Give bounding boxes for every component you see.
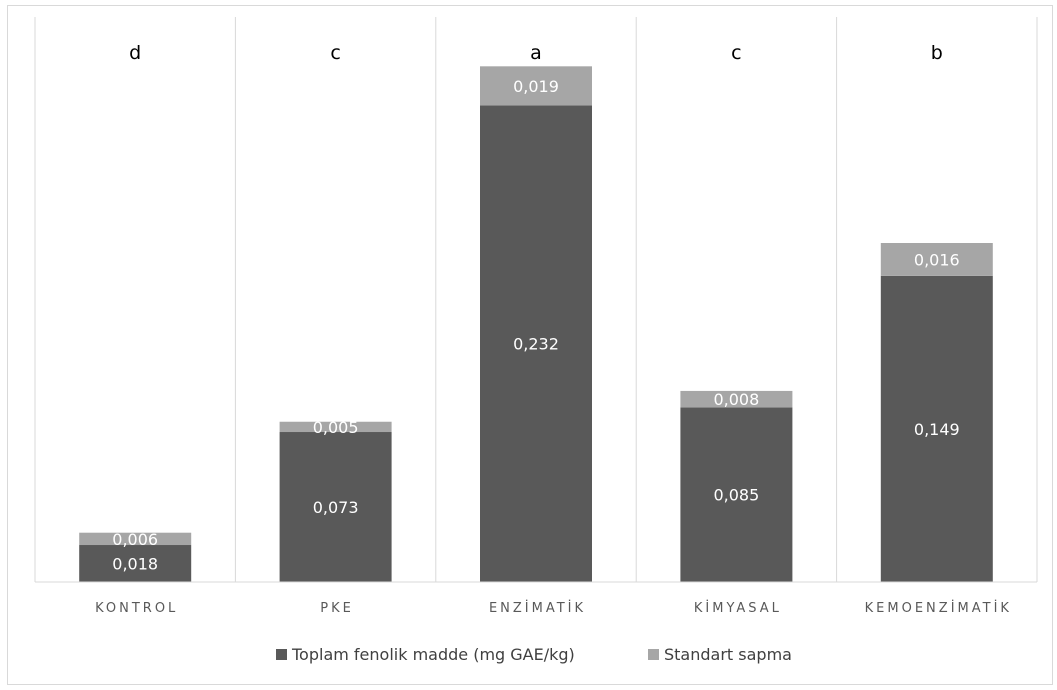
x-tick-label: KİMYASAL (694, 600, 782, 616)
data-label: 0,085 (713, 486, 759, 505)
significance-letter: c (330, 42, 340, 64)
bar-segment-standart-sapma (79, 532, 192, 546)
bar-segment-standart-sapma (279, 421, 392, 433)
x-tick-label: ENZİMATİK (489, 600, 586, 616)
legend-label: Standart sapma (664, 645, 792, 664)
bar-segment-standart-sapma (680, 390, 793, 408)
bars (79, 66, 993, 582)
bar-segment-toplam-fenolik (880, 275, 993, 582)
data-label: 0,008 (713, 390, 759, 409)
bar-segment-standart-sapma (480, 66, 592, 106)
legend: Toplam fenolik madde (mg GAE/kg) Standart… (276, 645, 792, 664)
data-label: 0,018 (112, 555, 158, 574)
data-labels: 0,018 0,006 0,073 0,005 0,232 0,019 0,085 0,008… (112, 77, 959, 574)
significance-letter: b (931, 42, 943, 64)
bar-segment-toplam-fenolik (279, 432, 392, 582)
x-tick-label: KEMOENZİMATİK (865, 600, 1012, 616)
data-label: 0,005 (313, 418, 359, 437)
data-label: 0,149 (914, 420, 960, 439)
x-tick-label: KONTROL (95, 601, 178, 616)
legend-label: Toplam fenolik madde (mg GAE/kg) (291, 645, 575, 664)
bar-segment-standart-sapma (880, 243, 993, 276)
grid-lines (34, 17, 1038, 582)
x-tick-label: PKE (320, 601, 354, 616)
bar-segment-toplam-fenolik (680, 407, 793, 582)
significance-letter: a (530, 42, 542, 64)
bar-segment-toplam-fenolik (79, 545, 192, 582)
bar-segment-toplam-fenolik (480, 105, 592, 582)
significance-letter: c (731, 42, 741, 64)
x-axis: KONTROL PKE ENZİMATİK KİMYASAL KEMOENZİMATİK (35, 581, 1037, 616)
data-label: 0,019 (513, 77, 559, 96)
chart-frame: 0,018 0,006 0,073 0,005 0,232 0,019 0,085 0,008… (7, 5, 1053, 685)
stacked-bar-chart: 0,018 0,006 0,073 0,005 0,232 0,019 0,085 0,008… (34, 17, 1038, 664)
data-label: 0,006 (112, 530, 158, 549)
legend-swatch (276, 649, 287, 660)
legend-swatch (648, 649, 659, 660)
significance-letter: d (129, 42, 141, 64)
data-label: 0,232 (513, 335, 559, 354)
data-label: 0,073 (313, 498, 359, 517)
data-label: 0,016 (914, 250, 960, 269)
